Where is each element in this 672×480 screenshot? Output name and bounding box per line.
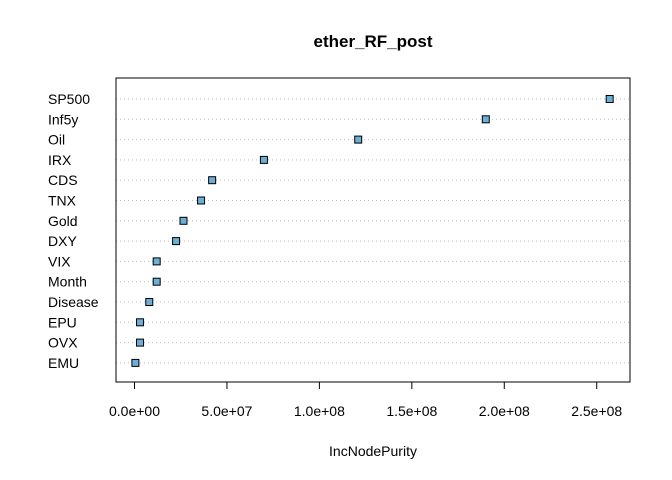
category-label-month: Month [48,274,87,290]
point-irx [259,155,268,164]
category-label-ovx: OVX [48,335,78,351]
category-label-cds: CDS [48,172,78,188]
point-vix [152,257,161,266]
data-points [131,95,614,367]
x-tick-label-5: 2.5e+08 [571,403,622,419]
point-inf5y [481,115,490,124]
point-gold [179,216,188,225]
point-cds [208,176,217,185]
grid-lines [116,98,630,364]
point-tnx [197,196,206,205]
point-oil [354,135,363,144]
category-label-vix: VIX [48,253,71,269]
chart-title: ether_RF_post [313,32,432,51]
x-tick-label-2: 1.0e+08 [294,403,345,419]
plot-frame [115,77,631,383]
category-labels: SP500 Inf5y Oil IRX CDS TNX Gold DXY VIX Month Dis… [48,91,99,371]
point-month [152,277,161,286]
x-tick-label-0: 0.0e+00 [109,403,160,419]
category-label-inf5y: Inf5y [48,111,78,127]
category-label-sp500: SP500 [48,91,90,107]
x-axis: 0.0e+00 5.0e+07 1.0e+08 1.5e+08 2.0e+08 2.5e+… [109,381,622,419]
x-tick-label-3: 1.5e+08 [386,403,437,419]
point-emu [131,358,140,367]
category-label-irx: IRX [48,152,72,168]
category-label-emu: EMU [48,355,79,371]
category-label-dxy: DXY [48,233,77,249]
category-label-tnx: TNX [48,193,77,209]
point-ovx [136,338,145,347]
category-label-gold: Gold [48,213,78,229]
point-disease [145,298,154,306]
category-label-oil: Oil [48,132,65,148]
category-label-epu: EPU [48,314,77,330]
point-epu [136,318,145,327]
x-tick-label-1: 5.0e+07 [201,403,252,419]
point-dxy [172,237,181,246]
point-sp500 [605,95,614,103]
x-tick-label-4: 2.0e+08 [479,403,530,419]
category-label-disease: Disease [48,294,99,310]
x-axis-label: IncNodePurity [329,443,417,459]
